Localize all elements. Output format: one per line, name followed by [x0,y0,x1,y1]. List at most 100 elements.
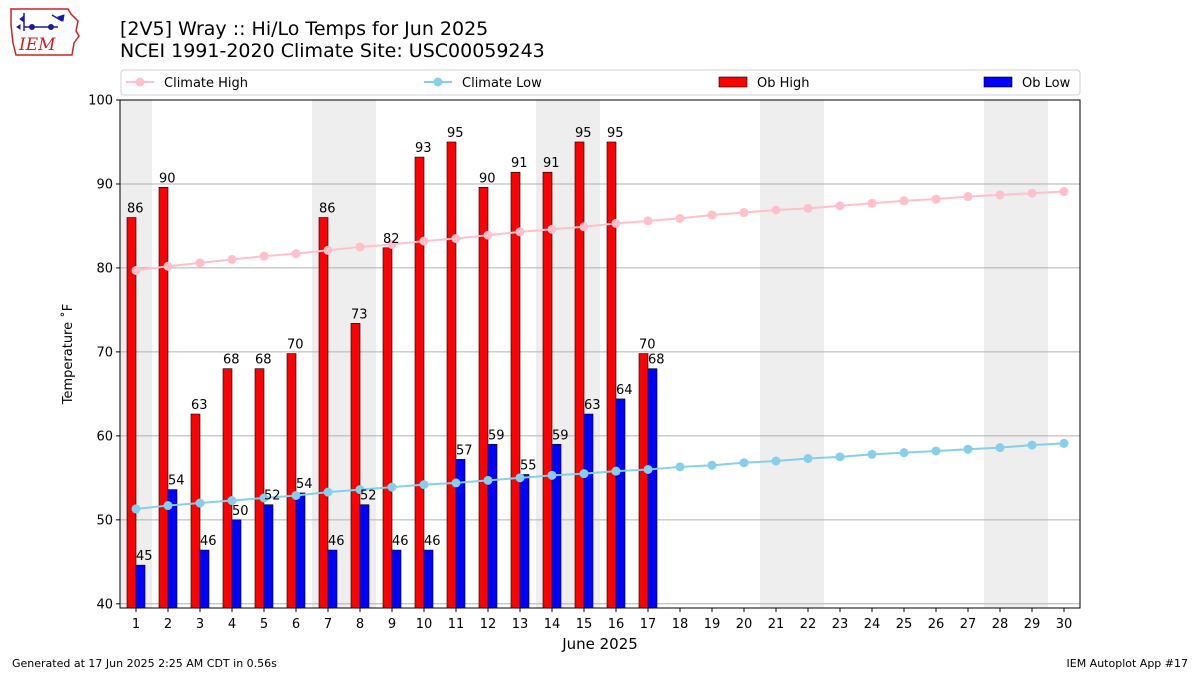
climate-low-point-day-22 [803,454,813,464]
climate-high-point-day-14 [547,224,557,234]
bar-ob-low-day-10 [423,549,434,609]
climate-low-point-day-29 [1027,440,1037,450]
label-ob-low-day-10: 46 [424,534,441,549]
climate-high-point-day-26 [931,194,941,204]
bar-ob-high-day-3 [190,413,201,609]
legend-climate-high-label: Climate High [164,76,248,91]
x-tick-label-9: 9 [388,617,396,632]
x-tick-label-5: 5 [260,617,268,632]
climate-high-point-day-10 [419,236,429,246]
label-ob-low-day-9: 46 [392,534,409,549]
climate-high-point-day-11 [451,234,461,244]
x-tick-label-15: 15 [576,617,593,632]
label-ob-high-day-12: 90 [479,171,496,186]
bar-ob-low-day-4 [231,519,242,609]
x-tick-label-6: 6 [292,617,300,632]
x-tick-label-23: 23 [832,617,849,632]
climate-low-point-day-26 [931,446,941,456]
x-tick-label-3: 3 [196,617,204,632]
x-tick-label-22: 22 [800,617,817,632]
x-tick-label-19: 19 [704,617,721,632]
legend-box [120,69,1081,96]
climate-low-point-day-10 [419,480,429,490]
iowa-outline [10,8,80,56]
chart-title: [2V5] Wray :: Hi/Lo Temps for Jun 2025 [120,18,489,40]
label-ob-high-day-13: 91 [511,156,528,171]
logo-text: IEM [18,35,56,55]
x-tick-label-1: 1 [132,617,140,632]
legend-climate-low-marker [433,77,443,87]
plot-frame [119,99,1081,609]
app-credit: IEM Autoplot App #17 [1066,657,1189,670]
climate-high-point-day-28 [995,190,1005,200]
bar-ob-low-day-5 [263,504,274,609]
climate-low-point-day-11 [451,478,461,488]
climate-low-point-day-18 [675,462,685,472]
bar-ob-low-day-1 [135,564,146,609]
bar-ob-high-day-16 [606,141,617,609]
weekend-shade-day-22 [792,100,824,608]
x-tick-label-28: 28 [992,617,1009,632]
label-ob-low-day-3: 46 [200,534,217,549]
label-ob-low-day-13: 55 [520,458,537,473]
label-ob-low-day-1: 45 [136,549,153,564]
bar-ob-low-day-8 [359,504,370,609]
climate-low-point-day-25 [899,448,909,458]
climate-high-point-day-13 [515,227,525,237]
climate-low-point-day-3 [195,498,205,508]
label-ob-low-day-6: 54 [296,477,313,492]
climate-high-point-day-27 [963,192,973,202]
weekend-shade-day-21 [760,100,792,608]
weather-station-icon [16,13,65,31]
label-ob-low-day-11: 57 [456,443,473,458]
bar-ob-high-day-5 [254,368,265,609]
climate-low-point-day-5 [259,493,269,503]
climate-low-point-day-19 [707,460,717,470]
climate-low-point-day-20 [739,458,749,468]
bar-ob-high-day-4 [222,368,233,609]
weekend-shade-day-29 [1016,100,1048,608]
x-tick-label-12: 12 [480,617,497,632]
weekend-shade-day-28 [984,100,1016,608]
climate-high-point-day-25 [899,196,909,206]
bar-ob-low-day-9 [391,549,402,609]
bar-ob-high-day-15 [574,141,585,609]
climate-high-line [135,190,1065,272]
climate-high-point-day-18 [675,213,685,223]
bar-ob-high-day-7 [318,217,329,609]
climate-high-point-day-15 [579,222,589,232]
climate-low-point-day-17 [643,464,653,474]
climate-high-point-day-21 [771,205,781,215]
label-ob-high-day-15: 95 [575,126,592,141]
climate-high-point-day-7 [323,245,333,255]
y-tick-label-70: 70 [96,345,113,360]
climate-low-point-day-23 [835,452,845,462]
x-tick-label-8: 8 [356,617,364,632]
climate-high-point-day-17 [643,216,653,226]
climate-low-point-day-15 [579,469,589,479]
climate-high-point-day-2 [163,261,173,271]
bar-ob-high-day-1 [126,217,137,609]
label-ob-high-day-4: 68 [223,353,240,368]
label-ob-high-day-11: 95 [447,126,464,141]
label-ob-high-day-10: 93 [415,141,432,156]
label-ob-low-day-16: 64 [616,383,633,398]
climate-high-point-day-29 [1027,188,1037,198]
climate-low-point-day-6 [291,490,301,500]
x-tick-label-7: 7 [324,617,332,632]
label-ob-high-day-14: 91 [543,156,560,171]
y-tick-label-40: 40 [96,597,113,612]
climate-low-point-day-7 [323,487,333,497]
climate-high-point-day-16 [611,218,621,228]
climate-high-point-day-20 [739,208,749,218]
legend-ob-low-swatch [983,76,1013,88]
y-tick-label-50: 50 [96,513,113,528]
chart-subtitle: NCEI 1991-2020 Climate Site: USC00059243 [120,40,545,62]
climate-low-point-day-30 [1059,438,1069,448]
x-tick-label-21: 21 [768,617,785,632]
bar-ob-high-day-12 [478,187,489,609]
generated-timestamp: Generated at 17 Jun 2025 2:25 AM CDT in … [12,657,277,670]
climate-high-point-day-22 [803,203,813,213]
label-ob-low-day-12: 59 [488,428,505,443]
